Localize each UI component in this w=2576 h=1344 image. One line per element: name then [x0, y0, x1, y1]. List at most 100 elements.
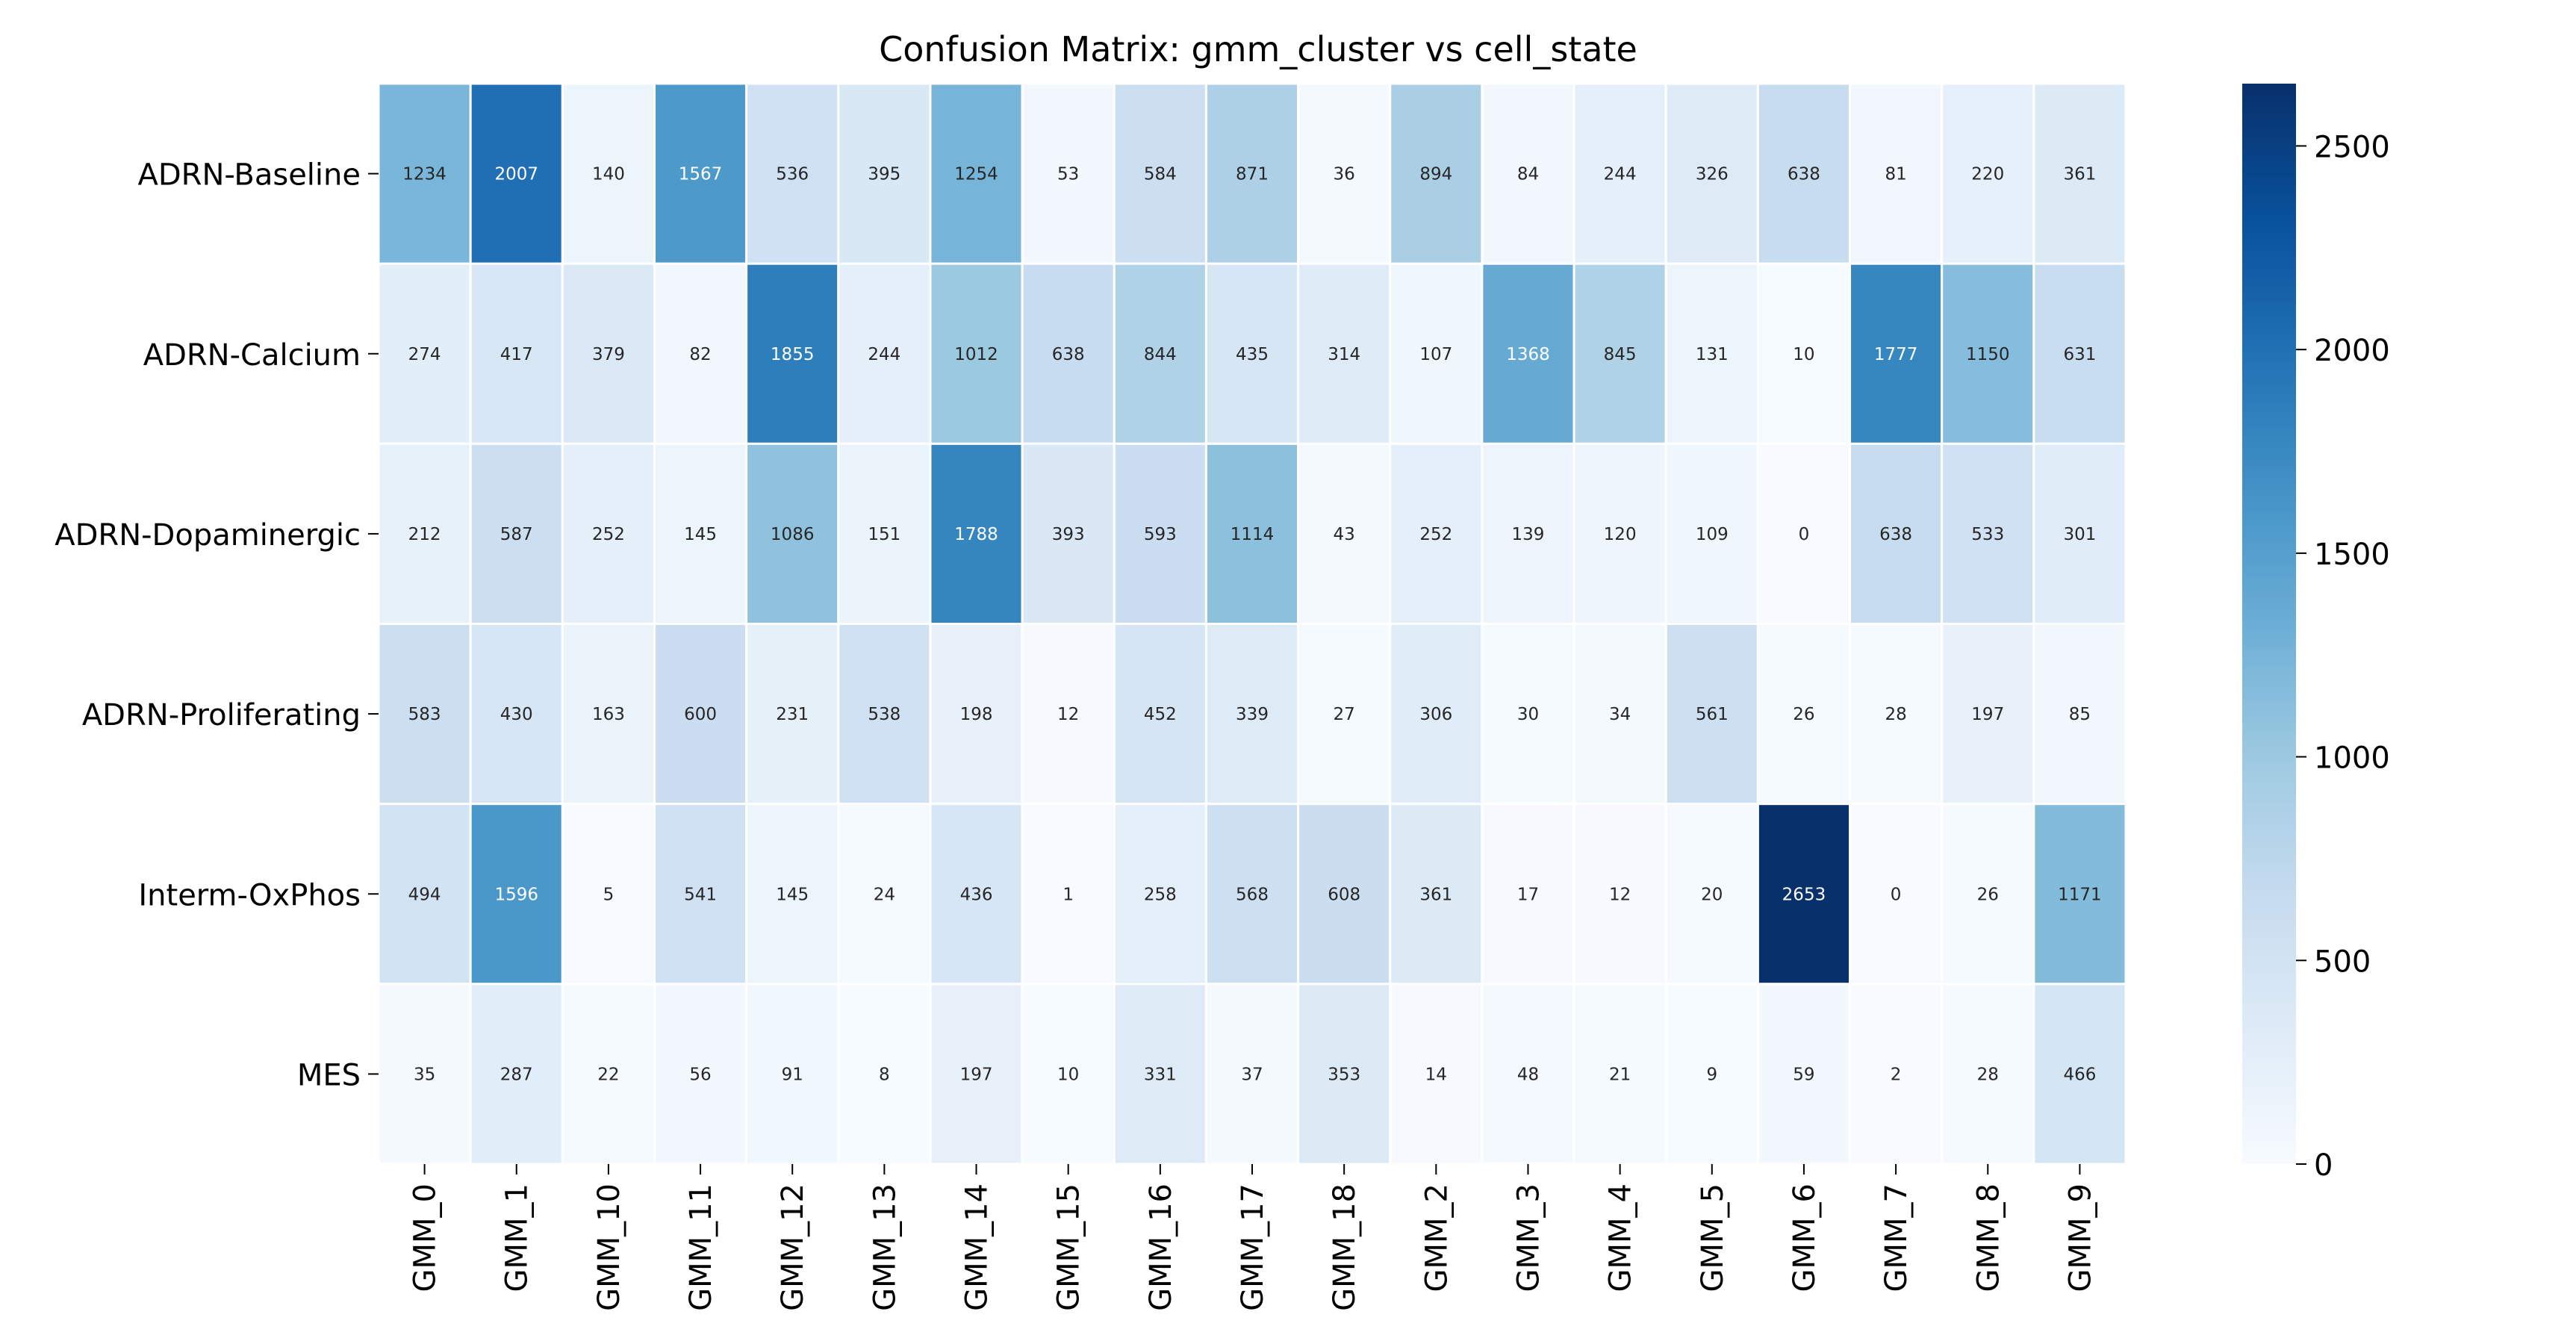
cell-value-label: 638 — [1788, 165, 1820, 184]
heatmap-cell — [1389, 983, 1484, 1166]
cell-value-label: 494 — [408, 885, 441, 904]
y-tick-label: Interm-OxPhos — [138, 878, 361, 912]
heatmap-cell — [561, 983, 656, 1166]
cell-value-label: 30 — [1517, 705, 1539, 724]
cell-value-label: 28 — [1885, 705, 1906, 724]
cell-value-label: 894 — [1419, 165, 1452, 184]
heatmap-cell — [1204, 983, 1300, 1166]
cell-value-label: 26 — [1977, 885, 1999, 904]
heatmap-cell — [1941, 803, 2035, 986]
heatmap-cell — [1664, 623, 1759, 806]
heatmap-cell — [1389, 442, 1484, 625]
heatmap-cell — [2032, 82, 2127, 265]
cell-value-label: 1234 — [402, 165, 447, 184]
heatmap-cell — [1481, 442, 1575, 625]
cell-value-label: 53 — [1057, 165, 1079, 184]
cell-value-label: 1855 — [771, 345, 815, 364]
cell-value-label: 27 — [1334, 705, 1355, 724]
cell-value-label: 274 — [408, 345, 441, 364]
heatmap-cell — [1941, 983, 2035, 1166]
colorbar-tick-label: 1000 — [2314, 741, 2390, 776]
colorbar: 0 500 1000 1500 2000 2500 — [2242, 84, 2390, 1183]
heatmap-cell — [1941, 623, 2035, 806]
cell-value-label: 197 — [960, 1065, 993, 1084]
cell-value-label: 120 — [1604, 525, 1637, 544]
cell-value-label: 252 — [1419, 525, 1452, 544]
cell-value-label: 1567 — [679, 165, 723, 184]
heatmap-cell — [1113, 803, 1207, 986]
cell-value-label: 466 — [2063, 1065, 2096, 1084]
x-tick-label: GMM_17 — [1236, 1183, 1270, 1311]
x-tick-label: GMM_13 — [868, 1183, 902, 1311]
cell-value-label: 871 — [1236, 165, 1269, 184]
cell-value-label: 8 — [879, 1065, 890, 1084]
heatmap-cell — [837, 262, 932, 445]
cell-value-label: 258 — [1144, 885, 1177, 904]
heatmap-cell — [1021, 442, 1116, 625]
heatmap-cell — [469, 262, 564, 445]
heatmap-cell — [1204, 442, 1300, 625]
cell-value-label: 631 — [2063, 345, 2096, 364]
cell-value-label: 568 — [1236, 885, 1269, 904]
cell-value-label: 1777 — [1874, 345, 1918, 364]
cell-value-label: 81 — [1885, 165, 1906, 184]
heatmap-cells: 1234 2007 140 1567 536 395 1254 53 584 871 36 894 84… — [377, 82, 2127, 1166]
y-tick-label: ADRN-Proliferating — [82, 698, 361, 732]
cell-value-label: 231 — [776, 705, 809, 724]
heatmap-cell — [469, 442, 564, 625]
heatmap-cell — [1389, 82, 1484, 265]
heatmap-cell — [377, 262, 472, 445]
cell-value-label: 198 — [960, 705, 993, 724]
cell-value-label: 1 — [1063, 885, 1074, 904]
heatmap-cell — [1297, 803, 1392, 986]
cell-value-label: 0 — [1891, 885, 1902, 904]
cell-value-label: 2007 — [494, 165, 538, 184]
heatmap-cell — [837, 82, 932, 265]
heatmap-cell — [1756, 623, 1852, 806]
heatmap-cell — [561, 82, 656, 265]
heatmap-cell — [1113, 442, 1207, 625]
cell-value-label: 34 — [1609, 705, 1631, 724]
heatmap-cell — [837, 803, 932, 986]
heatmap-cell — [1664, 983, 1759, 1166]
cell-value-label: 220 — [1971, 165, 2004, 184]
cell-value-label: 538 — [868, 705, 900, 724]
heatmap-cell — [1021, 82, 1116, 265]
cell-value-label: 12 — [1609, 885, 1631, 904]
x-tick-label: GMM_8 — [1971, 1183, 2006, 1292]
heatmap-cell — [2032, 983, 2127, 1166]
cell-value-label: 140 — [592, 165, 625, 184]
x-tick-label: GMM_5 — [1696, 1183, 1730, 1292]
cell-value-label: 379 — [592, 345, 625, 364]
cell-value-label: 600 — [684, 705, 717, 724]
cell-value-label: 587 — [500, 525, 533, 544]
heatmap-cell — [1297, 442, 1392, 625]
cell-value-label: 56 — [689, 1065, 711, 1084]
x-tick-label: GMM_7 — [1879, 1183, 1914, 1292]
cell-value-label: 339 — [1236, 705, 1269, 724]
heatmap-cell — [469, 983, 564, 1166]
x-tick-label: GMM_3 — [1511, 1183, 1546, 1292]
x-tick-label: GMM_1 — [500, 1183, 535, 1292]
heatmap-cell — [2032, 803, 2127, 986]
heatmap-cell — [745, 803, 840, 986]
cell-value-label: 131 — [1696, 345, 1729, 364]
cell-value-label: 1150 — [1966, 345, 2010, 364]
cell-value-label: 301 — [2063, 525, 2096, 544]
heatmap-cell — [1941, 82, 2035, 265]
cell-value-label: 197 — [1971, 705, 2004, 724]
cell-value-label: 0 — [1799, 525, 1810, 544]
heatmap-cell — [561, 262, 656, 445]
heatmap-cell — [929, 623, 1024, 806]
cell-value-label: 1086 — [771, 525, 815, 544]
cell-value-label: 151 — [868, 525, 900, 544]
cell-value-label: 331 — [1144, 1065, 1177, 1084]
heatmap-cell — [1664, 442, 1759, 625]
heatmap-cell — [1297, 623, 1392, 806]
heatmap-cell — [1849, 262, 1944, 445]
cell-value-label: 435 — [1236, 345, 1269, 364]
cell-value-label: 21 — [1609, 1065, 1631, 1084]
x-tick-label: GMM_12 — [776, 1183, 810, 1311]
cell-value-label: 244 — [868, 345, 900, 364]
